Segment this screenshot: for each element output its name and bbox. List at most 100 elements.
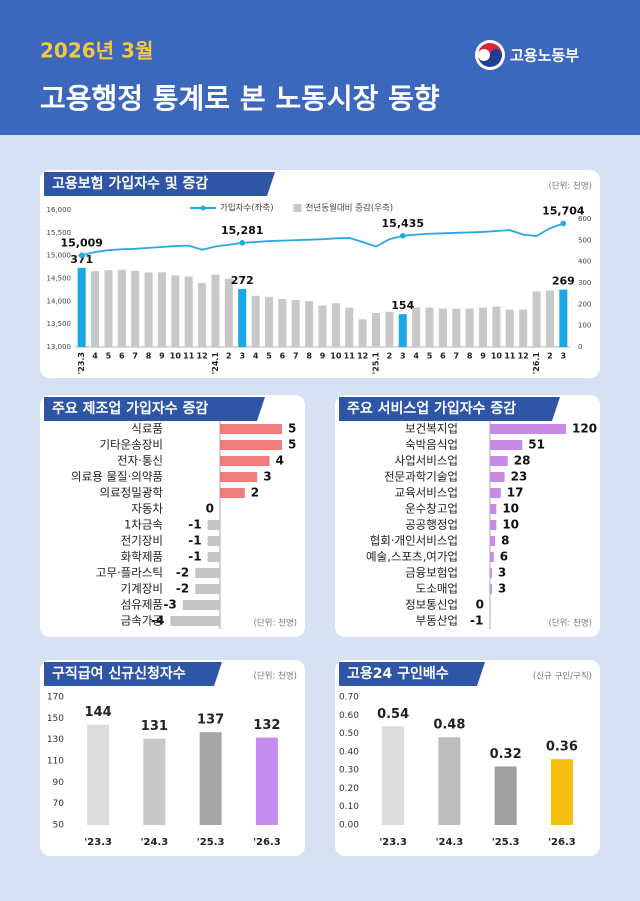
bar — [438, 737, 461, 825]
x-tick-label: 5 — [427, 352, 433, 361]
value-label: -2 — [176, 566, 189, 580]
y-tick-label: 13,000 — [47, 343, 72, 351]
bar — [438, 308, 447, 347]
value-label: 3 — [498, 566, 506, 580]
x-tick-label: 6 — [119, 352, 125, 361]
bar — [490, 456, 508, 466]
category-label: 자동차 — [131, 502, 163, 516]
bar — [490, 520, 497, 530]
bar — [77, 267, 86, 347]
y-tick-label: 170 — [47, 693, 64, 703]
x-tick-label: 10 — [491, 352, 503, 361]
bar — [199, 732, 222, 825]
title-tab — [44, 172, 275, 196]
bar — [220, 424, 282, 434]
x-tick-label: 10 — [330, 352, 342, 361]
value-label: 137 — [197, 713, 224, 728]
category-label: 섬유제품 — [121, 598, 163, 612]
value-label: 2 — [251, 486, 259, 500]
y-tick-label: 70 — [53, 799, 65, 809]
x-tick-label: 11 — [183, 352, 195, 361]
value-label: 0.54 — [377, 707, 409, 722]
bar — [532, 291, 541, 347]
value-label: 4 — [276, 454, 284, 468]
x-tick-label: 4 — [413, 352, 419, 361]
value-label: 10 — [502, 502, 519, 516]
chart-panel: 구직급여 신규신청자수 (단위: 천명) 50 70 90 110 130 150 170 144… — [40, 660, 305, 856]
bar — [490, 440, 523, 450]
bar — [207, 552, 220, 562]
bar — [345, 307, 354, 347]
x-tick-label: 2 — [387, 352, 393, 361]
category-label: 화학제품 — [121, 550, 163, 564]
x-tick-label: 12 — [197, 352, 208, 361]
x-tick-label: 2 — [226, 352, 232, 361]
y-tick-label: 16,000 — [47, 206, 72, 214]
category-label: 보건복지업 — [405, 422, 458, 436]
x-tick-label: '25.1 — [372, 352, 381, 375]
bar — [305, 301, 314, 347]
category-label: 기타운송장비 — [100, 438, 163, 452]
bar — [490, 536, 496, 546]
header-band — [0, 0, 640, 135]
value-label: 10 — [502, 518, 519, 532]
value-label: 28 — [514, 454, 531, 468]
bar — [144, 272, 153, 347]
category-label: 도소매업 — [416, 582, 458, 596]
bar — [519, 309, 528, 347]
x-tick-label: '25.3 — [492, 837, 520, 848]
category-label: 1차금속 — [124, 518, 163, 532]
legend-label: 가입자수(좌축) — [220, 204, 274, 214]
line-marker — [239, 240, 246, 246]
bar — [131, 270, 140, 347]
x-tick-label: '25.3 — [197, 837, 225, 848]
bar — [264, 296, 273, 347]
bar-label: 269 — [552, 275, 575, 288]
y2-tick-label: 600 — [578, 215, 591, 223]
bar-label: 154 — [391, 299, 414, 312]
panel-bg — [335, 660, 600, 856]
y-tick-label: 0.50 — [339, 729, 359, 739]
value-label: 0 — [476, 598, 484, 612]
bar — [545, 290, 554, 347]
bar — [490, 504, 497, 514]
unit-label: (단위: 천명) — [549, 618, 592, 629]
value-label: 3 — [498, 582, 506, 596]
x-tick-label: 3 — [239, 352, 245, 361]
panel-bg — [335, 395, 600, 637]
bar — [479, 307, 488, 347]
x-tick-label: 5 — [266, 352, 272, 361]
bar — [425, 307, 434, 347]
bar — [278, 299, 287, 347]
bar — [117, 269, 126, 347]
bar — [195, 584, 220, 594]
value-label: -1 — [470, 614, 483, 628]
category-label: 예술,스포츠,여가업 — [366, 550, 458, 564]
bar — [331, 303, 340, 347]
y-tick-label: 50 — [53, 821, 65, 831]
bar — [220, 440, 282, 450]
bar — [171, 275, 180, 347]
value-label: 8 — [501, 534, 509, 548]
x-tick-label: 9 — [159, 352, 165, 361]
chart-title: 구직급여 신규신청자수 — [52, 665, 186, 682]
x-tick-label: 11 — [344, 352, 356, 361]
line-marker — [560, 220, 567, 227]
x-tick-label: '24.1 — [211, 352, 220, 375]
x-tick-label: 8 — [306, 352, 312, 361]
category-label: 숙박음식업 — [405, 438, 458, 452]
y2-tick-label: 0 — [578, 343, 582, 351]
value-label: 5 — [288, 422, 296, 436]
category-label: 전자·통신 — [117, 454, 163, 468]
x-tick-label: 3 — [561, 352, 567, 361]
header-title: 고용행정 통계로 본 노동시장 동향 — [40, 82, 440, 115]
header-date: 2026년 3월 — [40, 39, 153, 63]
line-label: 15,704 — [542, 205, 585, 218]
y-tick-label: 130 — [47, 735, 64, 745]
y-tick-label: 0.60 — [339, 711, 359, 721]
line-label: 15,281 — [221, 224, 263, 237]
x-tick-label: 5 — [106, 352, 112, 361]
chart-panel: 고용24 구인배수 (신규 구인/구직) 0.00 0.10 0.20 0.30 0.40 0… — [335, 660, 600, 856]
x-tick-label: '23.3 — [77, 352, 86, 374]
bar — [385, 311, 394, 347]
